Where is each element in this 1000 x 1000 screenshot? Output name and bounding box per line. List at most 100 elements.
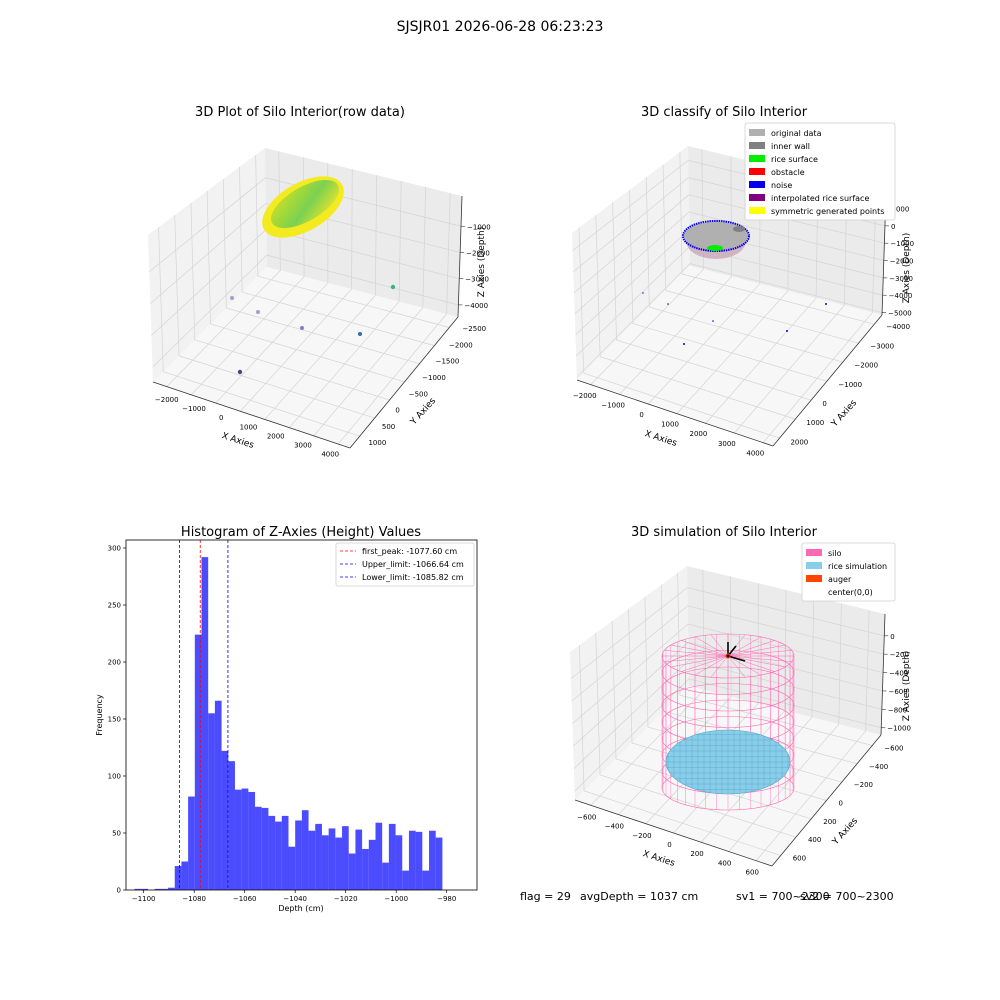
histogram-bar — [295, 820, 302, 890]
simulation-plot-z-label: Z Axies (Depth) — [902, 651, 912, 722]
legend-swatch — [749, 155, 765, 162]
silo-roof-wire — [727, 655, 786, 668]
gridline — [572, 160, 689, 251]
raw-plot-3d-box — [148, 148, 463, 449]
histogram-bar — [328, 828, 336, 890]
gridline — [337, 313, 447, 445]
histogram-bar — [362, 848, 369, 890]
z-tick-label: −2000 — [466, 249, 490, 257]
footer-avg-depth: avgDepth = 1037 cm — [580, 890, 698, 903]
histogram-bar — [221, 750, 229, 890]
y-tick-label: 600 — [793, 855, 806, 863]
y-tick-label: 0 — [395, 407, 399, 415]
gridline — [150, 203, 267, 304]
y-tick-label: 0 — [117, 887, 121, 895]
y-tick-label: −2000 — [449, 341, 473, 349]
y-tick-label: 50 — [112, 829, 121, 837]
gridline — [583, 372, 780, 439]
legend-swatch — [749, 207, 765, 214]
histogram-bar — [422, 870, 430, 890]
histogram-bar — [395, 835, 403, 890]
gridline — [266, 228, 460, 280]
classify-plot-rice-surface — [707, 245, 723, 251]
legend-swatch — [749, 194, 765, 201]
x-tick-label: −200 — [632, 832, 651, 840]
histogram-bar — [188, 796, 195, 890]
x-tick-label: −980 — [437, 895, 456, 903]
raw-plot-z-label: Z Axies (Depth) — [477, 227, 487, 298]
axis-line — [152, 381, 351, 449]
classify-plot-noise-ring — [682, 220, 750, 252]
legend-label: first_peak: -1077.60 cm — [362, 547, 457, 556]
footer-sv2: sv2 = 700~2300 — [800, 890, 894, 903]
gridline — [194, 339, 390, 401]
z-tick-label: −3000 — [889, 275, 913, 283]
histogram-bar — [201, 557, 209, 890]
y-tick-label: 100 — [108, 772, 121, 780]
raw-plot-x-label: X Axies — [220, 431, 255, 451]
gridline — [206, 191, 211, 324]
simulation-plot-x-label: X Axies — [641, 849, 676, 869]
histogram-bar — [268, 815, 276, 890]
axis-line — [349, 316, 459, 449]
panel-raw-data: 3D Plot of Silo Interior(row data) −2000… — [148, 105, 491, 459]
gridline — [288, 301, 400, 428]
gridline — [226, 307, 420, 365]
histogram-bar — [402, 870, 409, 890]
histogram-bar — [408, 830, 416, 890]
histogram-bar — [375, 822, 383, 890]
gridline — [178, 355, 375, 419]
gridline — [576, 263, 691, 378]
y-tick-label: 250 — [108, 601, 121, 609]
silo-roof-wire — [727, 644, 786, 657]
y-tick-label: 150 — [108, 715, 121, 723]
histogram-frame — [125, 539, 478, 891]
histogram-bar — [435, 837, 443, 890]
legend-label: obstacle — [771, 168, 805, 177]
silo-roof-wire — [710, 655, 729, 678]
raw-plot-x-ticks: −2000−1000 0 1000 2000 3000 4000 — [155, 396, 339, 459]
silo-roof-wire — [727, 640, 775, 657]
legend-label: center(0,0) — [828, 588, 873, 597]
footer-sv1: sv1 = 700~2300 — [736, 890, 830, 903]
x-tick-label: 2000 — [267, 432, 285, 440]
gridline — [728, 723, 840, 852]
histogram-bar — [255, 806, 262, 890]
gridline — [628, 608, 633, 744]
y-tick-label: −1000 — [422, 374, 446, 382]
y-tick-label: −3000 — [870, 342, 894, 350]
gridline — [158, 227, 164, 372]
gridline — [619, 276, 732, 395]
gridline — [266, 254, 459, 306]
x-tick-label: −1040 — [283, 895, 307, 903]
gridline — [163, 371, 360, 437]
classify-plot-y-ticks: 2000 1000 0 −1000 −2000 −3000 −4000 — [790, 323, 910, 446]
gridline — [351, 169, 353, 290]
footer-flag: flag = 29 — [520, 890, 571, 903]
gridline — [611, 621, 617, 759]
legend-label: original data — [771, 129, 822, 138]
y-tick-label: 500 — [382, 423, 395, 431]
z-tick-label: −4000 — [464, 302, 488, 310]
gridline — [422, 187, 427, 308]
silo-roof-wire — [727, 636, 762, 657]
gridline — [676, 290, 789, 414]
legend-label: symmetric generated points — [771, 207, 884, 216]
x-tick-label: −1080 — [182, 895, 206, 903]
legend-swatch — [806, 549, 822, 556]
y-tick-label: −1000 — [838, 381, 862, 389]
classify-plot-y-label: Y Axies — [829, 398, 859, 430]
classify-plot-z-ticks: −5000 −4000 −3000 −2000 −1000 0 1000 — [882, 206, 914, 318]
histogram-bar — [335, 837, 343, 890]
gridline — [590, 269, 704, 385]
y-tick-label: 400 — [808, 836, 821, 844]
z-tick-label: −2000 — [890, 258, 914, 266]
gridline — [734, 305, 845, 434]
y-tick-label: 0 — [839, 800, 843, 808]
x-tick-label: −1000 — [182, 405, 206, 413]
simulation-plot-y-ticks: 600 400 200 0 −200 −400 −600 — [793, 744, 904, 862]
gridline — [257, 275, 450, 328]
y-tick-label: 1000 — [368, 439, 386, 447]
x-tick-label: −2000 — [155, 396, 179, 404]
silo-roof-wire — [670, 655, 729, 668]
